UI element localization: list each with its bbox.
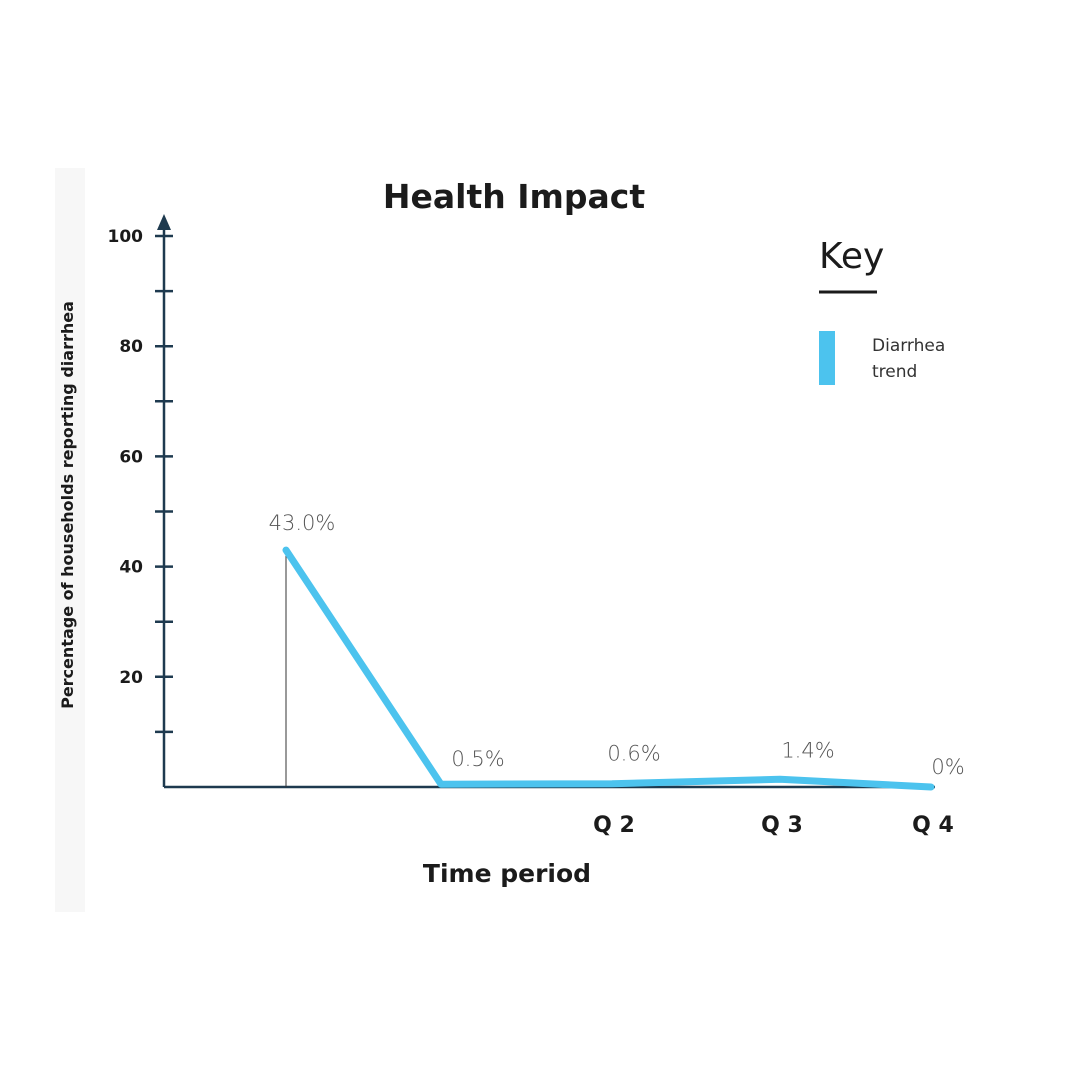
- x-tick-label: Q 2: [593, 813, 635, 838]
- legend-series-label: Diarrhea trend: [872, 336, 945, 382]
- x-axis-title: Time period: [423, 859, 591, 888]
- x-tick-label: Q 3: [761, 813, 803, 838]
- data-label: 0%: [931, 755, 964, 779]
- y-tick-labels: 20 40 60 80 100: [108, 227, 144, 688]
- data-label: 43.0%: [269, 511, 336, 535]
- data-point: [283, 547, 289, 554]
- axes: [157, 214, 935, 789]
- data-labels: 43.0% 0.5% 0.6% 1.4% 0%: [269, 511, 965, 779]
- data-point: [928, 784, 934, 790]
- y-tick-label: 20: [119, 668, 143, 688]
- legend-label-line: trend: [872, 362, 917, 382]
- y-axis-title: Percentage of households reporting diarr…: [58, 301, 77, 709]
- left-margin-band: [55, 168, 85, 912]
- y-ticks: [155, 234, 173, 734]
- series-layer: [282, 546, 935, 791]
- y-tick-label: 60: [119, 447, 143, 467]
- data-point: [609, 780, 615, 787]
- y-tick-label: 100: [108, 227, 144, 247]
- data-label: 1.4%: [781, 738, 834, 762]
- y-tick-label: 80: [119, 337, 143, 357]
- data-point: [777, 776, 783, 783]
- data-point: [438, 781, 444, 788]
- legend-title: Key: [819, 236, 884, 277]
- data-label: 0.5%: [451, 747, 504, 771]
- legend: Key Diarrhea trend: [819, 236, 945, 385]
- legend-label-line: Diarrhea: [872, 336, 945, 356]
- chart-title: Health Impact: [383, 177, 645, 216]
- x-tick-labels: Q 2 Q 3 Q 4: [593, 813, 954, 838]
- y-tick-label: 40: [119, 558, 143, 578]
- y-axis-arrow-icon: [157, 214, 171, 230]
- data-label: 0.6%: [607, 742, 660, 766]
- legend-swatch: [819, 331, 835, 385]
- x-tick-label: Q 4: [912, 813, 954, 838]
